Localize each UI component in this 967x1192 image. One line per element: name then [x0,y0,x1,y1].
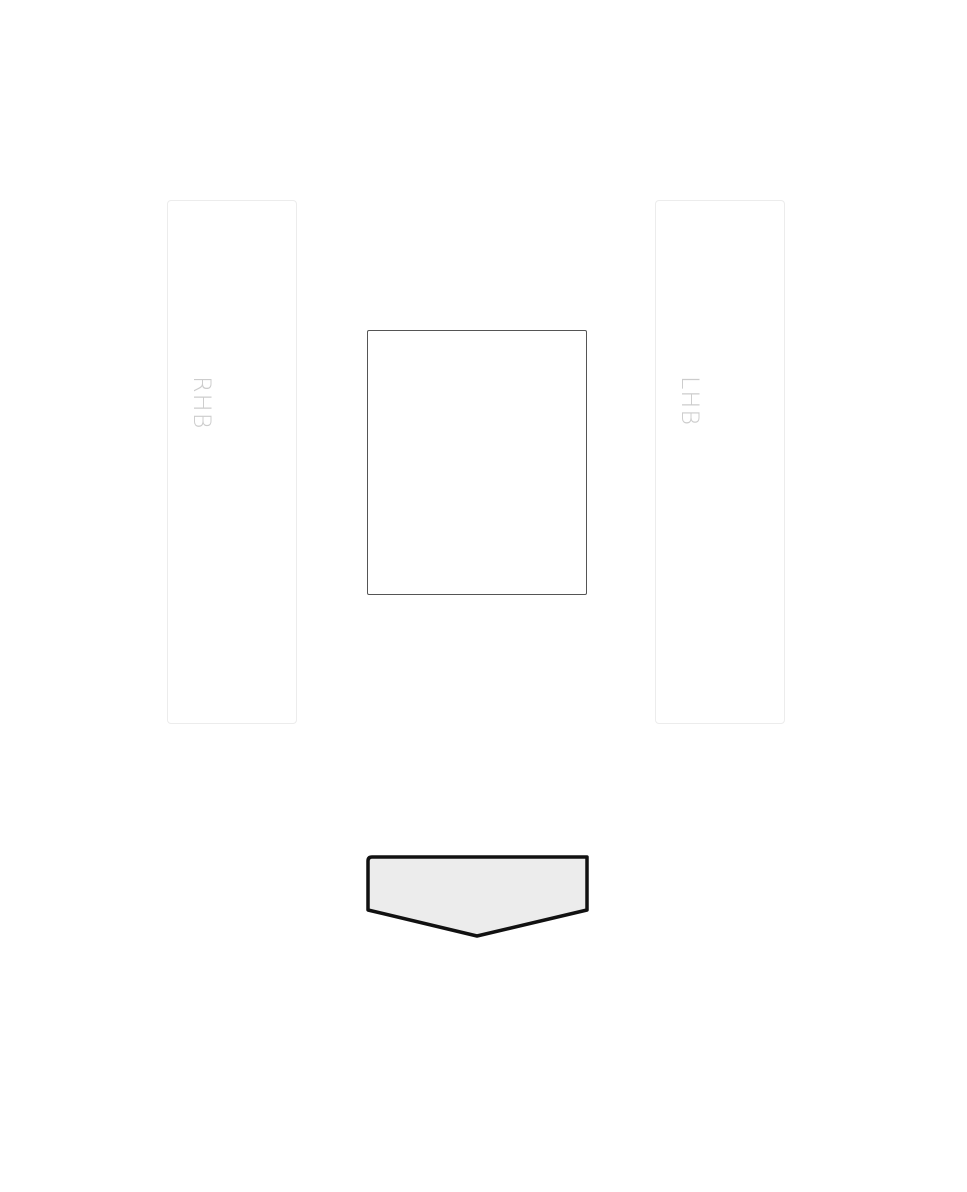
lhb-zone: LHB [655,200,785,724]
center-box [367,330,587,595]
down-arrow-pentagon [366,855,589,938]
lhb-label: LHB [676,376,704,427]
rhb-label: RHB [188,376,216,430]
rhb-zone: RHB [167,200,297,724]
down-arrow-path [366,855,589,938]
